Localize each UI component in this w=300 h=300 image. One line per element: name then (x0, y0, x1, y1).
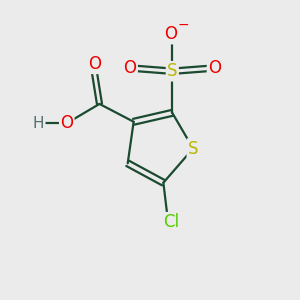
Text: S: S (188, 140, 198, 158)
Text: O: O (124, 59, 136, 77)
Text: O: O (164, 25, 177, 43)
Text: S: S (167, 62, 178, 80)
Text: −: − (178, 18, 189, 32)
Text: O: O (60, 114, 73, 132)
Text: O: O (88, 55, 101, 73)
Text: H: H (33, 116, 44, 131)
Text: O: O (208, 59, 221, 77)
Text: Cl: Cl (163, 213, 179, 231)
